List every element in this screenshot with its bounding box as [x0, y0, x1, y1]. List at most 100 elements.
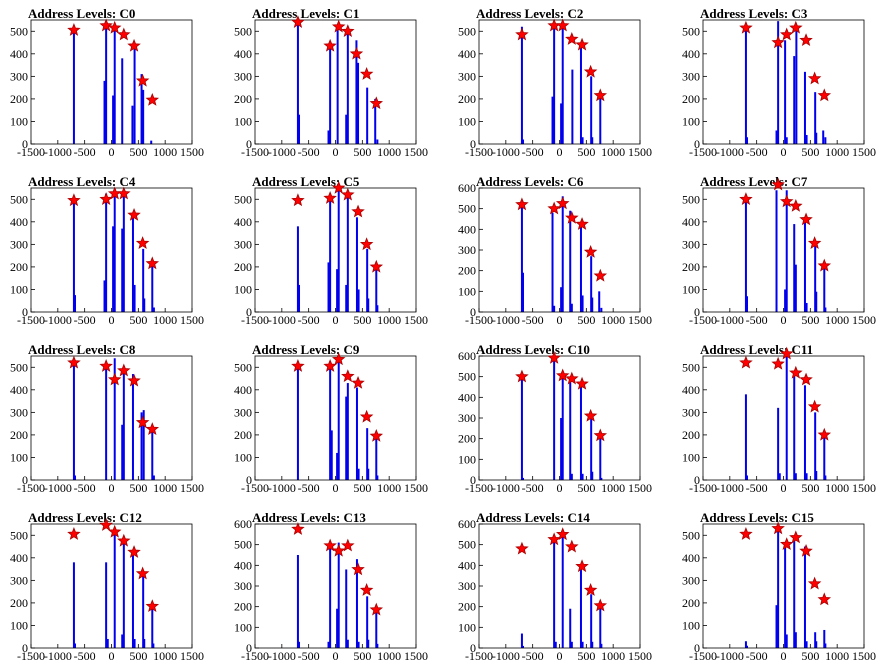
- star-marker: [127, 207, 141, 221]
- bar: [122, 367, 125, 480]
- y-tick-label: 200: [10, 260, 28, 274]
- star-marker: [575, 559, 589, 573]
- chart-panel: Address Levels: C30100200300400500-1500-…: [682, 6, 876, 159]
- bar: [824, 137, 827, 144]
- bar: [143, 638, 146, 648]
- bar: [376, 139, 379, 144]
- bar: [805, 302, 808, 312]
- x-tick-label: 0: [109, 649, 115, 663]
- star-marker: [565, 210, 579, 224]
- x-tick-label: 500: [353, 649, 371, 663]
- x-tick-label: 0: [781, 649, 787, 663]
- star-marker: [359, 583, 374, 596]
- star-marker: [67, 355, 81, 369]
- bar: [590, 76, 593, 144]
- bar: [824, 307, 827, 312]
- x-tick-label: 1500: [180, 313, 204, 327]
- bar: [591, 297, 594, 312]
- star-marker: [107, 20, 122, 34]
- plot-frame: [254, 523, 417, 649]
- bar: [357, 62, 360, 144]
- star-marker: [127, 545, 141, 558]
- bar: [551, 96, 554, 144]
- star-marker: [67, 193, 81, 207]
- bar: [375, 434, 378, 480]
- y-tick-label: 300: [10, 237, 28, 251]
- bar: [298, 284, 301, 312]
- star-marker: [291, 15, 305, 28]
- bar: [803, 385, 806, 480]
- bar: [298, 114, 301, 144]
- x-tick-label: 0: [333, 313, 339, 327]
- star-marker: [779, 194, 794, 208]
- bar: [522, 272, 525, 312]
- star-marker: [135, 236, 150, 249]
- bar: [805, 134, 808, 144]
- bar: [345, 569, 348, 648]
- star-marker: [291, 522, 305, 535]
- y-tick-label: 100: [10, 282, 28, 296]
- x-tick-label: 1000: [601, 481, 625, 495]
- chart-title: Address Levels: C4: [28, 174, 136, 189]
- star-marker: [547, 350, 561, 364]
- bar: [794, 632, 797, 648]
- bar: [72, 361, 75, 480]
- y-tick-label: 600: [458, 517, 476, 531]
- bar: [367, 298, 370, 312]
- chart-panel: Address Levels: C15 0 100 200 300 400 500 -1500…: [682, 510, 876, 663]
- bar: [591, 471, 594, 480]
- star-marker: [359, 67, 374, 80]
- bar: [346, 31, 349, 144]
- bar: [560, 103, 563, 144]
- star-marker: [323, 538, 337, 552]
- star-marker: [107, 372, 122, 386]
- y-tick-label: 300: [682, 69, 700, 83]
- x-tick-label: 1000: [825, 649, 849, 663]
- bar: [551, 212, 554, 312]
- star-marker: [583, 583, 598, 596]
- y-tick-label: 200: [234, 428, 252, 442]
- y-tick-label: 100: [234, 114, 252, 128]
- bar: [152, 307, 155, 312]
- x-tick-label: -1000: [716, 481, 744, 495]
- star-marker: [323, 38, 337, 52]
- bar: [520, 374, 523, 480]
- star-marker: [739, 20, 753, 34]
- bar: [561, 530, 564, 648]
- x-tick-label: -500: [746, 145, 768, 159]
- x-tick-label: 0: [781, 145, 787, 159]
- y-tick-label: 0: [22, 137, 28, 151]
- chart-panel: Address Levels: C00100200300400500-1500-…: [10, 6, 204, 159]
- y-tick-label: 300: [458, 579, 476, 593]
- y-tick-label: 100: [234, 450, 252, 464]
- y-tick-label: 600: [458, 181, 476, 195]
- bar: [775, 605, 778, 648]
- x-tick-label: 1000: [825, 481, 849, 495]
- bar: [803, 71, 806, 144]
- star-marker: [555, 18, 570, 32]
- star-marker: [331, 543, 346, 557]
- y-tick-label: 100: [10, 450, 28, 464]
- bar: [296, 555, 299, 648]
- x-tick-label: -500: [298, 313, 320, 327]
- x-tick-label: 1000: [377, 313, 401, 327]
- y-tick-label: 300: [10, 405, 28, 419]
- y-tick-label: 100: [458, 452, 476, 466]
- x-tick-label: -1500: [689, 145, 717, 159]
- chart-title: Address Levels: C0: [28, 6, 135, 21]
- bar: [105, 562, 108, 648]
- bar: [121, 634, 124, 648]
- y-tick-label: 500: [682, 192, 700, 206]
- x-tick-label: -1000: [716, 145, 744, 159]
- bar: [600, 307, 603, 312]
- bar: [784, 542, 787, 648]
- bar: [152, 643, 155, 648]
- chart-panel: Address Levels: C12 0 100 200 300 400 500 -1500…: [10, 510, 204, 663]
- x-tick-label: -500: [746, 481, 768, 495]
- star-marker: [67, 23, 81, 36]
- y-tick-label: 500: [682, 24, 700, 38]
- chart-panel: Address Levels: C10 0 100 200 300 400 500 600 -1…: [458, 342, 652, 495]
- bar: [785, 634, 788, 648]
- star-marker: [565, 539, 579, 553]
